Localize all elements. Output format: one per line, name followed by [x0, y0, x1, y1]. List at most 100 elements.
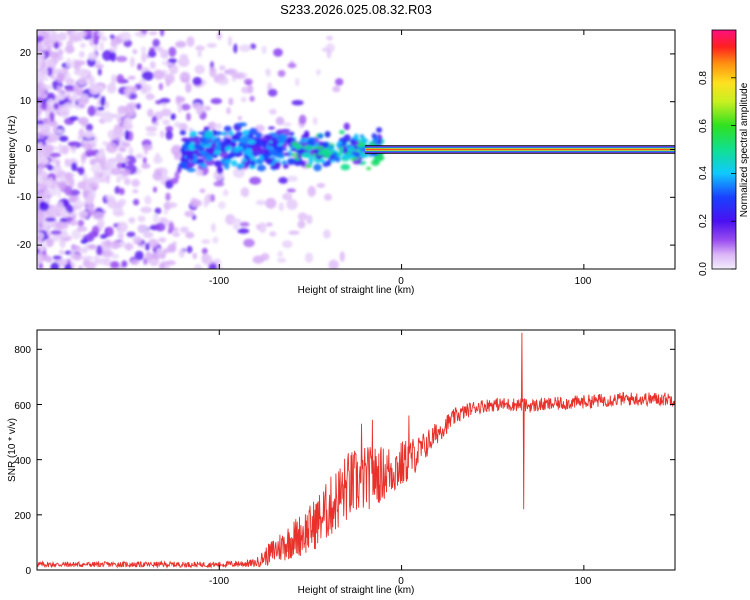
spectrogram-blob — [48, 51, 60, 59]
spectrogram-signal-blob — [373, 154, 383, 162]
spectrogram-blob — [101, 250, 114, 258]
spectrogram-blob — [89, 158, 97, 166]
spectrogram-blob — [80, 238, 88, 244]
spectrogram-blob — [209, 66, 217, 78]
spectrogram-blob — [282, 240, 293, 249]
spectrogram-blob — [78, 128, 85, 139]
spectrogram-blob — [79, 213, 89, 219]
spectrogram-blob — [240, 96, 247, 103]
spectrogram-signal-blob — [309, 148, 314, 156]
spectrogram-blob — [125, 155, 137, 165]
spectrogram-blob — [78, 50, 85, 58]
spectrogram-blob — [57, 258, 68, 266]
spectrogram-blob — [124, 129, 130, 141]
spectrogram-blob — [145, 93, 155, 101]
spectrogram-blob — [121, 162, 127, 169]
spectrogram-blob — [155, 46, 164, 52]
spectrogram-blob — [210, 98, 222, 105]
spectrogram-blob — [179, 71, 191, 83]
spectrogram-blob — [132, 48, 138, 55]
spectrogram-blob — [175, 40, 187, 48]
spectrogram-blob — [122, 141, 131, 148]
spectrogram-blob — [177, 56, 190, 67]
spectrogram-blob — [332, 85, 341, 93]
spectrogram-blob — [38, 263, 44, 269]
spectrogram-signal-blob — [322, 141, 330, 149]
snr-y-axis-label: SNR (10 * v/v) — [7, 418, 18, 482]
spectrogram-blob — [58, 135, 69, 142]
spectrogram-blob — [93, 170, 101, 176]
spectrogram-blob — [247, 84, 254, 94]
spectrogram-blob — [164, 73, 175, 84]
spectrogram-blob — [186, 245, 193, 254]
spectrogram-blob — [227, 35, 233, 47]
spectrogram-blob — [126, 231, 136, 238]
spectrogram-blob — [190, 197, 198, 208]
spectrogram-signal-blob — [312, 148, 321, 155]
spectrogram-blob — [117, 232, 125, 240]
spectrogram-blob — [68, 220, 79, 226]
spectrogram-blob — [132, 236, 142, 245]
spectrogram-blob — [177, 103, 183, 114]
spectrogram-blob — [87, 105, 96, 117]
spectrogram-blob — [46, 208, 57, 219]
spectrogram-blob — [41, 44, 48, 52]
spectrogram-blob — [153, 69, 165, 80]
spectrogram-blob — [131, 179, 140, 187]
spectrogram-blob — [232, 73, 244, 79]
spectrogram-blob — [116, 175, 129, 180]
spectrogram-signal-blob — [180, 147, 186, 154]
spectrogram-blob — [59, 238, 66, 246]
spectrogram-blob — [105, 142, 118, 154]
spectrogram-blob — [339, 251, 345, 262]
spectrogram-blob — [96, 257, 108, 265]
spectrogram-blob — [133, 198, 140, 206]
spectrogram-signal-blob — [250, 159, 256, 167]
spectrogram-blob — [84, 196, 95, 205]
spectrogram-blob — [90, 142, 97, 148]
spectrogram-blob — [142, 144, 153, 151]
spectrogram-blob — [49, 33, 62, 41]
spectrogram-blob — [128, 217, 136, 224]
spectrogram-blob — [269, 231, 277, 237]
spectrogram-blob — [113, 210, 125, 217]
spectrogram-signal-blob — [223, 125, 232, 132]
spectrogram-signal-blob — [182, 161, 188, 169]
spectrogram-signal-blob — [235, 135, 241, 141]
spectrogram-blob — [78, 100, 86, 107]
spectrogram-signal-blob — [179, 129, 187, 136]
spectrogram-signal-blob — [199, 163, 206, 167]
spectrogram-signal-blob — [340, 163, 351, 171]
figure-title: S233.2026.025.08.32.R03 — [280, 2, 432, 17]
spectrogram-blob — [58, 143, 63, 154]
spectrogram-blob — [192, 76, 203, 86]
spectrogram-signal-blob — [274, 152, 285, 158]
spectrogram-blob — [267, 88, 278, 97]
spectrogram-signal-blob — [237, 163, 245, 167]
spectrogram-signal-blob — [186, 168, 197, 173]
spectrogram-blob — [79, 93, 89, 101]
spectrogram-blob — [152, 156, 163, 164]
spectrogram-signal-blob — [186, 154, 195, 160]
spectrogram-signal-blob — [210, 143, 217, 148]
spectrogram-blob — [37, 208, 45, 218]
spectrogram-blob — [137, 215, 146, 222]
spectrogram-signal-blob — [227, 140, 233, 145]
spectrogram-blob — [68, 194, 78, 202]
spectrogram-blob — [124, 178, 131, 186]
spectrogram-signal-blob — [265, 158, 273, 165]
spectrogram-blob — [273, 48, 283, 57]
spectrogram-signal-blob — [224, 146, 232, 152]
snr-panel: -100 0 100 0 200 400 600 800 Height of s… — [7, 329, 676, 596]
spectrogram-signal-blob — [255, 131, 263, 139]
colorbar-gradient — [712, 30, 736, 269]
spectrogram-blob — [295, 77, 300, 87]
spectrogram-blob — [228, 97, 234, 106]
spectrogram-blob — [230, 218, 242, 224]
spectrogram-blob — [37, 239, 41, 249]
colorbar-ticks — [731, 77, 736, 270]
spectrogram-signal-blob — [267, 142, 278, 147]
spectrogram-signal-blob — [350, 139, 357, 145]
spectrogram-blob — [335, 78, 344, 86]
